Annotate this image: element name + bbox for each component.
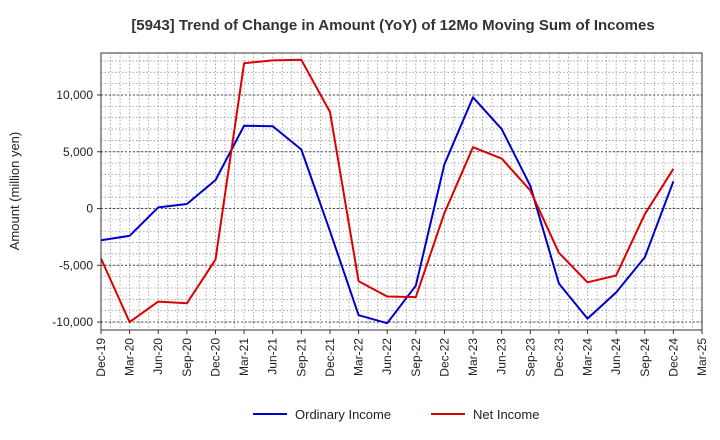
x-tick-label: Jun-21 (266, 338, 280, 375)
plot-frame (100, 52, 703, 331)
x-tick-label: Sep-23 (523, 338, 537, 377)
x-tick-label: Sep-21 (294, 338, 308, 377)
legend-label: Ordinary Income (295, 407, 391, 422)
x-tick-label: Mar-20 (123, 338, 137, 376)
x-tick-label: Mar-22 (352, 338, 366, 376)
x-tick-label: Dec-22 (437, 338, 451, 377)
y-tick-label: 5,000 (63, 145, 93, 159)
x-tick-label: Dec-24 (666, 338, 680, 377)
x-tick-label: Dec-20 (208, 338, 222, 377)
x-tick-label: Mar-25 (695, 338, 709, 376)
y-axis-label: Amount (million yen) (7, 132, 22, 251)
x-tick-label: Mar-21 (237, 338, 251, 376)
x-tick-label: Jun-20 (151, 338, 165, 375)
x-tick-label: Sep-24 (638, 338, 652, 377)
y-tick-label: -10,000 (52, 315, 93, 329)
x-tick-label: Jun-24 (609, 338, 623, 375)
x-axis-ticks: Dec-19 Mar-20 Jun-20 Sep-20 Dec-20 Mar-21 Jun-… (94, 330, 709, 377)
series-line-net-income (100, 58, 675, 324)
x-tick-label: Sep-20 (180, 338, 194, 377)
legend-label: Net Income (473, 407, 539, 422)
x-tick-label: Dec-19 (94, 338, 108, 377)
y-axis-ticks: 10,000 5,000 0 -5,000 -10,000 (52, 88, 101, 329)
chart-title: [5943] Trend of Change in Amount (YoY) o… (131, 17, 654, 34)
x-tick-label: Mar-23 (466, 338, 480, 376)
x-tick-label: Dec-21 (323, 338, 337, 377)
legend: Ordinary Income Net Income (253, 407, 539, 422)
y-tick-label: 10,000 (56, 88, 93, 102)
x-tick-label: Jun-22 (380, 338, 394, 375)
y-tick-label: -5,000 (59, 258, 93, 272)
x-tick-label: Dec-23 (552, 338, 566, 377)
x-tick-label: Mar-24 (581, 338, 595, 376)
x-tick-label: Jun-23 (495, 338, 509, 375)
y-tick-label: 0 (86, 202, 93, 216)
x-tick-label: Sep-22 (409, 338, 423, 377)
grid-lines (101, 53, 702, 330)
series-line-ordinary-income (100, 96, 675, 325)
series-lines (100, 58, 675, 325)
